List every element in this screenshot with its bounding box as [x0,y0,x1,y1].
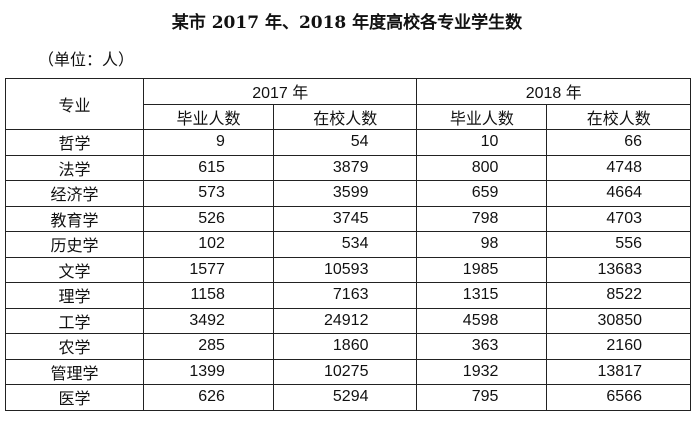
unit-label: （单位：人） [38,50,135,69]
value-cell: 4664 [546,180,691,207]
value-cell: 3745 [272,205,418,232]
value-cell: 1158 [143,282,274,309]
value-cell: 3492 [143,307,274,334]
value-cell: 795 [416,384,548,411]
value-cell: 526 [143,205,274,232]
value-cell: 798 [416,205,548,232]
major-name: 教育学 [5,205,144,232]
table-row: 医学 626 5294 795 6566 [5,384,691,411]
value-cell: 800 [416,154,548,181]
header-graduates: 毕业人数 [416,103,548,130]
major-name: 管理学 [5,358,144,385]
value-cell: 24912 [272,307,418,334]
value-cell: 4598 [416,307,548,334]
value-cell: 626 [143,384,274,411]
data-table: 专业 2017 年 2018 年 毕业人数 在校人数 毕业人数 在校人数 哲学 9… [5,78,691,411]
header-graduates: 毕业人数 [143,103,274,130]
value-cell: 3879 [272,154,418,181]
major-name: 文学 [5,256,144,283]
value-cell: 1315 [416,282,548,309]
table-row: 历史学 102 534 98 556 [5,231,691,258]
value-cell: 1860 [272,333,418,360]
value-cell: 10593 [272,256,418,283]
value-cell: 285 [143,333,274,360]
header-enrolled: 在校人数 [546,103,691,130]
major-name: 历史学 [5,231,144,258]
value-cell: 1932 [416,358,548,385]
major-name: 理学 [5,282,144,309]
value-cell: 5294 [272,384,418,411]
value-cell: 363 [416,333,548,360]
major-name: 农学 [5,333,144,360]
major-name: 医学 [5,384,144,411]
value-cell: 3599 [272,180,418,207]
value-cell: 534 [272,231,418,258]
header-year-2018: 2018 年 [416,78,691,105]
value-cell: 10 [416,129,548,156]
value-cell: 54 [272,129,418,156]
table-title: 某市 2017 年、2018 年度高校各专业学生数 [171,13,523,33]
table-row: 经济学 573 3599 659 4664 [5,180,691,207]
table-row: 管理学 1399 10275 1932 13817 [5,358,691,385]
value-cell: 13817 [546,358,691,385]
major-name: 法学 [5,154,144,181]
table-row: 法学 615 3879 800 4748 [5,154,691,181]
value-cell: 1577 [143,256,274,283]
value-cell: 1399 [143,358,274,385]
value-cell: 30850 [546,307,691,334]
value-cell: 102 [143,231,274,258]
value-cell: 9 [143,129,274,156]
value-cell: 66 [546,129,691,156]
table-row: 文学 1577 10593 1985 13683 [5,256,691,283]
value-cell: 2160 [546,333,691,360]
value-cell: 10275 [272,358,418,385]
value-cell: 8522 [546,282,691,309]
value-cell: 4703 [546,205,691,232]
value-cell: 573 [143,180,274,207]
table-row: 哲学 9 54 10 66 [5,129,691,156]
header-enrolled: 在校人数 [272,103,418,130]
major-name: 经济学 [5,180,144,207]
table-row: 工学 3492 24912 4598 30850 [5,307,691,334]
table-row: 教育学 526 3745 798 4703 [5,205,691,232]
value-cell: 4748 [546,154,691,181]
value-cell: 6566 [546,384,691,411]
value-cell: 659 [416,180,548,207]
major-name: 工学 [5,307,144,334]
header-major: 专业 [5,78,144,130]
header-year-2017: 2017 年 [142,78,418,105]
value-cell: 615 [143,154,274,181]
value-cell: 98 [416,231,548,258]
value-cell: 556 [546,231,691,258]
value-cell: 13683 [546,256,691,283]
value-cell: 7163 [272,282,418,309]
table-row: 理学 1158 7163 1315 8522 [5,282,691,309]
major-name: 哲学 [5,129,144,156]
value-cell: 1985 [416,256,548,283]
table-row: 农学 285 1860 363 2160 [5,333,691,360]
